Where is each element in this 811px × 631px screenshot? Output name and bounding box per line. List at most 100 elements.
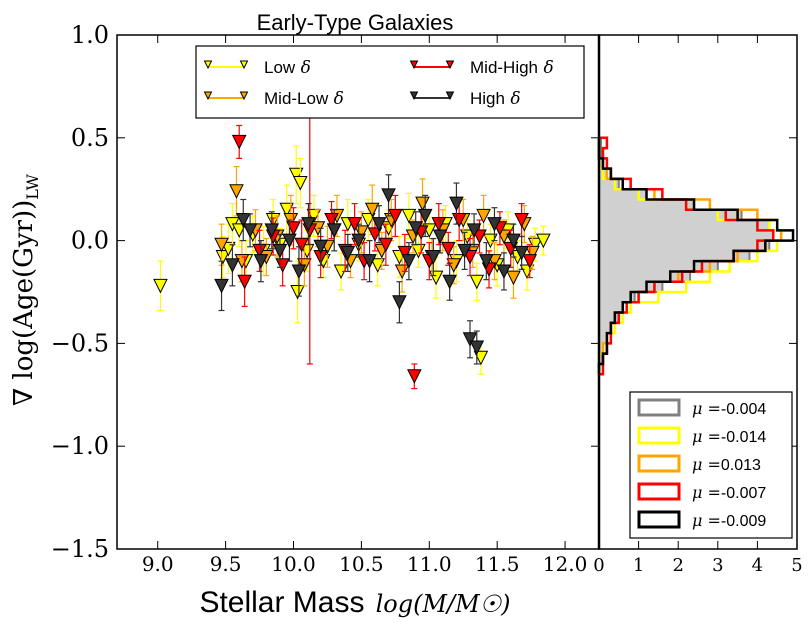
- data-point: [313, 239, 328, 255]
- x-tick-label: 12.0: [543, 552, 588, 576]
- histogram-series-high: [597, 137, 795, 375]
- data-point: [351, 233, 366, 249]
- y-axis-label: ∇ log(Age(Gyr))LW: [9, 173, 42, 406]
- y-tick-label: −0.5: [51, 329, 109, 357]
- data-point: [473, 350, 489, 366]
- hist-legend-label: μ =-0.009: [692, 511, 766, 530]
- data-point: [401, 208, 417, 224]
- x-tick-label: 9.5: [210, 552, 242, 576]
- hist-legend-label: μ =0.013: [692, 455, 761, 474]
- svg-text:∇ log(Age(Gyr))LW: ∇ log(Age(Gyr))LW: [9, 173, 42, 406]
- y-axis-label-subscript: LW: [23, 173, 42, 199]
- data-point: [340, 245, 356, 261]
- data-point: [294, 237, 309, 253]
- data-point: [291, 264, 307, 280]
- hist-legend-swatch: [637, 454, 681, 473]
- data-point: [506, 270, 521, 286]
- series-high: [214, 174, 529, 365]
- y-tick-label: −1.5: [51, 535, 109, 563]
- hist-x-tick-label: 2: [672, 555, 683, 576]
- hist-legend-swatch: [637, 426, 681, 445]
- y-tick-label: −1.0: [51, 432, 109, 460]
- data-point: [440, 241, 456, 257]
- data-point: [476, 208, 491, 224]
- data-point: [457, 243, 472, 259]
- data-point: [231, 134, 247, 150]
- chart-title: Early-Type Galaxies: [257, 10, 454, 35]
- data-point: [522, 254, 538, 269]
- x-tick-label: 11.0: [407, 552, 452, 576]
- data-point: [431, 217, 447, 232]
- hist-x-tick-label: 0: [593, 555, 604, 576]
- data-point: [229, 184, 244, 199]
- main-axis-ticks: 9.0 9.5 10.0 10.5 11.0 11.5 12.0 1.0 0.5 0.0 −0.5 −…: [51, 21, 599, 576]
- histogram-series-low: [597, 137, 783, 375]
- data-point: [426, 250, 441, 265]
- data-point: [282, 233, 297, 249]
- data-point: [214, 278, 229, 294]
- legend-label-high: High: [470, 89, 505, 108]
- x-tick-label: 11.5: [475, 552, 520, 576]
- x-axis-label-math: log(M/M☉): [376, 590, 511, 618]
- y-tick-label: 1.0: [71, 21, 109, 49]
- data-point: [252, 243, 267, 259]
- legend-entry-mid-high: Mid-High δ: [409, 58, 554, 78]
- data-point: [153, 278, 168, 294]
- data-point: [388, 208, 403, 224]
- data-point: [253, 254, 269, 269]
- data-point: [478, 254, 494, 269]
- data-point: [242, 223, 258, 238]
- svg-text:Mid-High δ: Mid-High δ: [470, 58, 554, 78]
- data-point: [392, 295, 407, 310]
- data-point: [290, 285, 305, 300]
- data-point: [506, 233, 521, 249]
- data-point: [286, 221, 301, 236]
- hist-legend-label: μ =-0.007: [692, 483, 766, 502]
- data-point: [367, 227, 383, 243]
- data-point: [432, 229, 448, 245]
- data-point: [496, 264, 512, 280]
- legend-entry-mid-low: Mid-Low δ: [203, 89, 344, 109]
- data-point: [264, 223, 280, 238]
- hist-x-tick-label: 5: [791, 555, 802, 576]
- y-axis-label-math: ∇ log(Age(Gyr)): [9, 200, 39, 406]
- y-tick-label: 0.0: [71, 227, 109, 255]
- svg-text:Mid-Low δ: Mid-Low δ: [264, 89, 344, 109]
- svg-text:High δ: High δ: [470, 89, 521, 109]
- data-point: [469, 274, 485, 290]
- hist-legend-entry-midlow: μ =0.013: [637, 454, 761, 474]
- hist-legend-swatch: [637, 482, 681, 501]
- hist-x-tick-label: 3: [712, 555, 723, 576]
- x-axis-label: Stellar Mass log(M/M☉): [199, 586, 510, 619]
- data-point: [215, 250, 231, 265]
- main-legend: Low δ Mid-Low δ Mid-High δ: [195, 45, 585, 119]
- main-plot-data: [153, 96, 551, 390]
- data-point: [306, 208, 322, 224]
- data-point: [364, 202, 380, 218]
- data-point: [514, 213, 529, 228]
- data-point: [487, 217, 502, 232]
- data-point: [292, 176, 308, 191]
- data-point: [536, 233, 551, 249]
- legend-label-low: Low: [264, 58, 296, 77]
- hist-legend-entry-low: μ =-0.014: [637, 426, 766, 446]
- x-tick-label: 10.0: [271, 552, 316, 576]
- hist-legend-swatch: [637, 398, 681, 417]
- hist-legend-entry-all: μ =-0.004: [637, 398, 766, 418]
- data-point: [279, 202, 295, 218]
- data-point: [417, 208, 433, 224]
- hist-legend-swatch: [637, 510, 681, 529]
- data-point: [326, 223, 342, 238]
- legend-label-mid-low: Mid-Low: [264, 89, 329, 108]
- main-legend-box: [195, 45, 585, 119]
- hist-x-tick-label: 1: [633, 555, 644, 576]
- histogram-legend: μ =-0.004 μ =-0.014 μ =0.013 μ =-0.007 μ =-0…: [629, 391, 793, 539]
- data-point: [378, 237, 394, 253]
- histogram-data: [597, 136, 795, 376]
- hist-legend-entry-midhigh: μ =-0.007: [637, 482, 766, 502]
- hist-legend-label: μ =-0.014: [692, 427, 766, 446]
- data-point: [221, 241, 236, 257]
- data-point: [397, 245, 413, 261]
- data-point: [214, 237, 229, 253]
- data-point: [301, 217, 316, 232]
